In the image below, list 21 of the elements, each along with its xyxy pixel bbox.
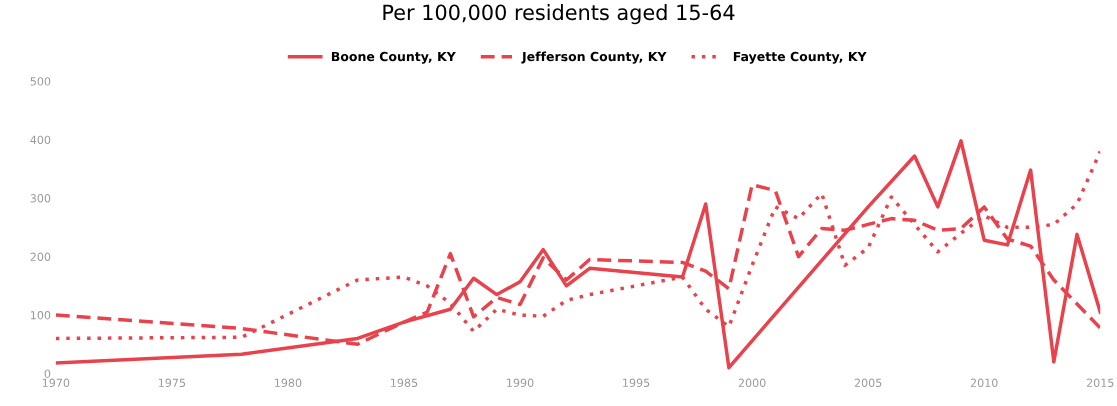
y-tick-label: 400 (30, 135, 51, 145)
x-tick-label: 2000 (738, 378, 766, 387)
chart-subtitle: Per 100,000 residents aged 15-64 (383, 4, 735, 25)
x-tick-label: 1995 (623, 378, 650, 387)
y-tick-label: 200 (30, 252, 51, 261)
legend-label: Fayette County, KY (733, 51, 867, 64)
x-tick-label: 1990 (507, 378, 534, 387)
y-tick-label: 300 (30, 194, 51, 203)
line-series (55, 139, 1101, 370)
x-tick-label: 1970 (42, 378, 70, 387)
y-tick-label: 100 (31, 311, 51, 320)
x-tick-label: 1975 (158, 378, 186, 387)
x-tick-label: 2005 (854, 378, 882, 387)
y-tick-label: 0 (44, 369, 51, 378)
legend-label: Jefferson County, KY (521, 51, 667, 64)
x-tick-label: 1980 (275, 378, 302, 387)
y-tick-label: 500 (30, 77, 51, 86)
x-tick-label: 2010 (970, 378, 998, 387)
x-tick-label: 2015 (1086, 378, 1114, 387)
legend-label: Boone County, KY (331, 51, 456, 64)
x-tick-label: 1985 (391, 378, 418, 387)
